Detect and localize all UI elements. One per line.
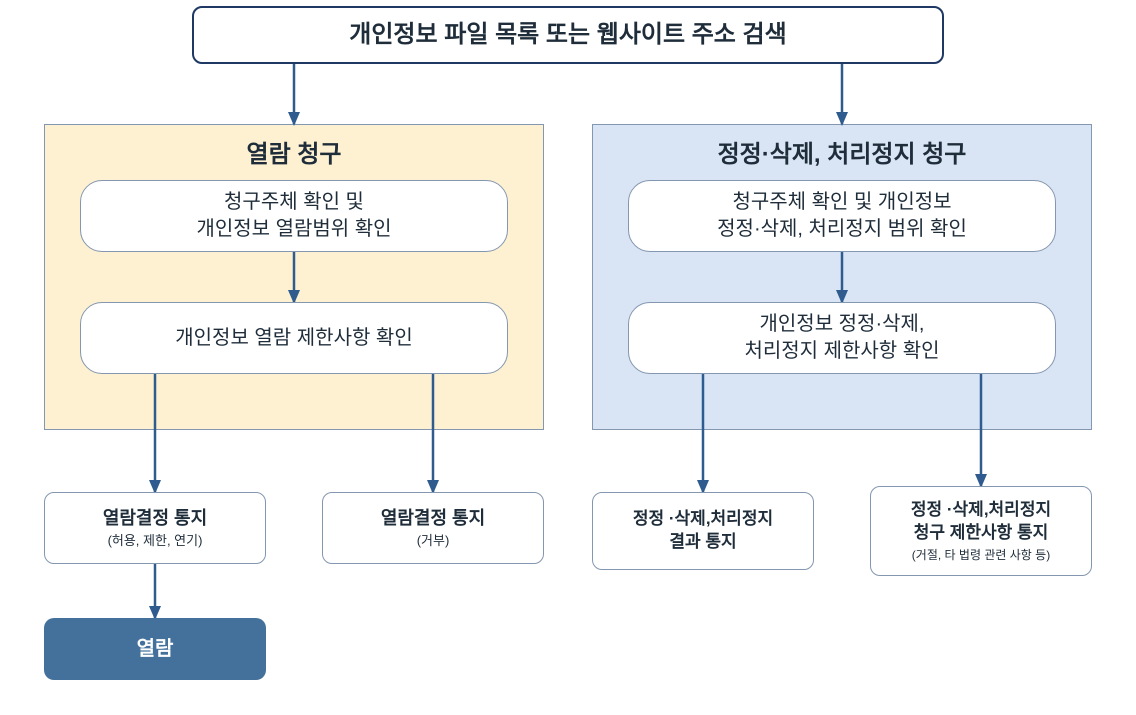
right-outcome-restrict-sub: (거절, 타 법령 관련 사항 등) xyxy=(912,547,1050,563)
root-label: 개인정보 파일 목록 또는 웹사이트 주소 검색 xyxy=(349,19,786,51)
left-outcome-allow-sub: (허용, 제한, 연기) xyxy=(108,532,203,550)
final-view-label: 열람 xyxy=(137,636,174,663)
left-panel-title: 열람 청구 xyxy=(45,139,543,171)
final-view-box: 열람 xyxy=(44,618,266,680)
right-step-2: 개인정보 정정·삭제,처리정지 제한사항 확인 xyxy=(628,302,1056,374)
left-panel: 열람 청구 xyxy=(44,124,544,430)
right-panel: 정정·삭제, 처리정지 청구 xyxy=(592,124,1092,430)
right-outcome-restrict: 정정 ·삭제,처리정지청구 제한사항 통지 (거절, 타 법령 관련 사항 등) xyxy=(870,486,1092,576)
right-step-2-label: 개인정보 정정·삭제,처리정지 제한사항 확인 xyxy=(744,311,939,365)
left-outcome-deny-sub: (거부) xyxy=(417,532,450,550)
left-outcome-allow: 열람결정 통지 (허용, 제한, 연기) xyxy=(44,492,266,564)
left-step-2-label: 개인정보 열람 제한사항 확인 xyxy=(175,325,412,352)
right-outcome-result-label: 정정 ·삭제,처리정지결과 통지 xyxy=(633,508,773,554)
left-step-1: 청구주체 확인 및개인정보 열람범위 확인 xyxy=(80,180,508,252)
right-step-1: 청구주체 확인 및 개인정보정정·삭제, 처리정지 범위 확인 xyxy=(628,180,1056,252)
right-step-1-label: 청구주체 확인 및 개인정보정정·삭제, 처리정지 범위 확인 xyxy=(717,189,967,243)
left-outcome-allow-label: 열람결정 통지 xyxy=(103,506,207,530)
right-panel-title: 정정·삭제, 처리정지 청구 xyxy=(593,139,1091,171)
left-step-1-label: 청구주체 확인 및개인정보 열람범위 확인 xyxy=(196,189,391,243)
left-step-2: 개인정보 열람 제한사항 확인 xyxy=(80,302,508,374)
left-outcome-deny: 열람결정 통지 (거부) xyxy=(322,492,544,564)
left-outcome-deny-label: 열람결정 통지 xyxy=(381,506,485,530)
right-outcome-restrict-label: 정정 ·삭제,처리정지청구 제한사항 통지 xyxy=(911,499,1051,545)
root-search-box: 개인정보 파일 목록 또는 웹사이트 주소 검색 xyxy=(192,6,944,64)
right-outcome-result: 정정 ·삭제,처리정지결과 통지 xyxy=(592,492,814,570)
